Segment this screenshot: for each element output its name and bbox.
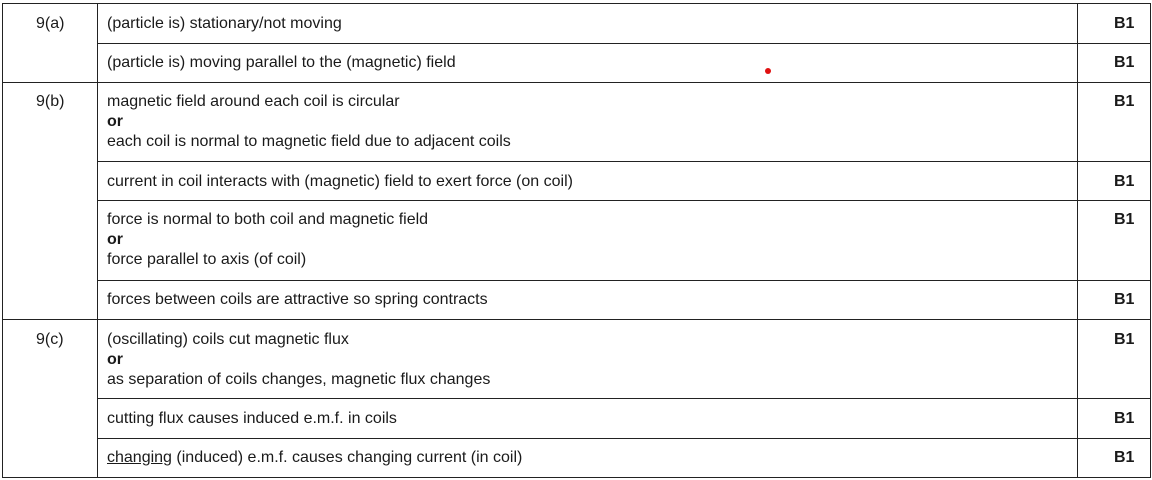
answer-text: (particle is) moving parallel to the (ma… xyxy=(107,53,1067,73)
column-divider-mark xyxy=(1077,3,1078,478)
row-line xyxy=(97,438,1151,439)
answer-line: cutting flux causes induced e.m.f. in co… xyxy=(107,410,397,427)
row-line xyxy=(97,43,1151,44)
table-border-right xyxy=(1150,3,1151,478)
question-part-label: 9(c) xyxy=(36,331,64,348)
column-divider-part xyxy=(97,3,98,478)
answer-line: force is normal to both coil and magneti… xyxy=(107,211,429,228)
answer-text: current in coil interacts with (magnetic… xyxy=(107,172,1067,192)
answer-text: forces between coils are attractive so s… xyxy=(107,290,1067,310)
mark-label: B1 xyxy=(1114,449,1135,466)
or-connector: or xyxy=(107,231,123,248)
mark-label: B1 xyxy=(1114,410,1135,427)
answer-line: (particle is) stationary/not moving xyxy=(107,15,342,32)
answer-text: changing (induced) e.m.f. causes changin… xyxy=(107,448,1067,468)
or-connector: or xyxy=(107,113,123,130)
answer-line: current in coil interacts with (magnetic… xyxy=(107,173,573,190)
row-line xyxy=(97,280,1151,281)
answer-line: each coil is normal to magnetic field du… xyxy=(107,133,511,150)
answer-line: forces between coils are attractive so s… xyxy=(107,291,488,308)
row-line xyxy=(97,161,1151,162)
answer-line: magnetic field around each coil is circu… xyxy=(107,93,400,110)
row-line xyxy=(97,398,1151,399)
question-part-label: 9(b) xyxy=(36,93,65,110)
mark-label: B1 xyxy=(1114,54,1135,71)
answer-text: (oscillating) coils cut magnetic flux or… xyxy=(107,330,1067,390)
red-dot-marker xyxy=(765,68,771,74)
answer-line: force parallel to axis (of coil) xyxy=(107,251,307,268)
row-line xyxy=(97,200,1151,201)
mark-label: B1 xyxy=(1114,173,1135,190)
question-part-label: 9(a) xyxy=(36,15,65,32)
table-border-left xyxy=(2,3,3,478)
row-line xyxy=(2,319,1151,320)
mark-label: B1 xyxy=(1114,93,1135,110)
answer-line: (particle is) moving parallel to the (ma… xyxy=(107,54,456,71)
answer-text: (particle is) stationary/not moving xyxy=(107,14,1067,34)
row-line xyxy=(2,82,1151,83)
mark-label: B1 xyxy=(1114,211,1135,228)
answer-line: (induced) e.m.f. causes changing current… xyxy=(176,449,523,466)
underlined-word: changing xyxy=(107,449,172,466)
answer-text: force is normal to both coil and magneti… xyxy=(107,210,1067,270)
answer-line: (oscillating) coils cut magnetic flux xyxy=(107,331,349,348)
or-connector: or xyxy=(107,351,123,368)
mark-label: B1 xyxy=(1114,291,1135,308)
mark-label: B1 xyxy=(1114,331,1135,348)
answer-line: as separation of coils changes, magnetic… xyxy=(107,371,491,388)
answer-text: magnetic field around each coil is circu… xyxy=(107,92,1067,152)
row-line xyxy=(2,3,1151,4)
mark-label: B1 xyxy=(1114,15,1135,32)
row-line xyxy=(2,477,1151,478)
answer-text: cutting flux causes induced e.m.f. in co… xyxy=(107,409,1067,429)
